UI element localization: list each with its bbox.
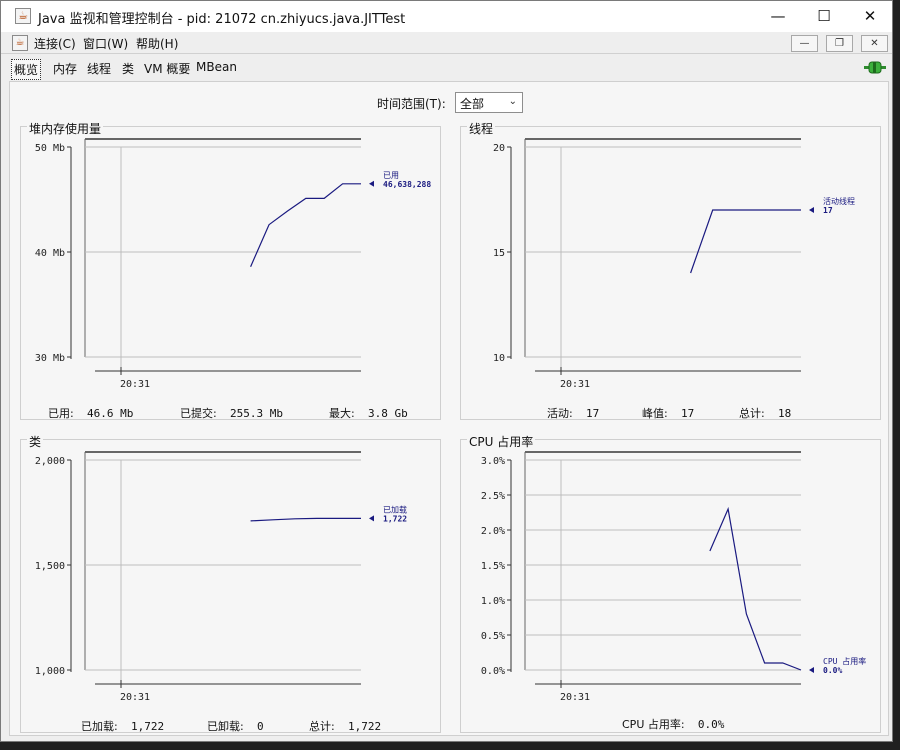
tab-threads[interactable]: 线程 (87, 62, 112, 76)
series-legend-name: 已用 (383, 171, 399, 180)
y-tick-label: 50 Mb (35, 143, 65, 154)
tab-classes[interactable]: 类 (122, 62, 135, 76)
threads-total-stat: 总计: 18 (739, 407, 792, 420)
y-tick-label: 1,500 (35, 561, 65, 572)
classes-loaded-stat: 已加载: 1,722 (81, 720, 165, 733)
heap-max-stat: 最大: 3.8 Gb (329, 407, 408, 420)
cpu-usage-panel: CPU 占用率 0.0% 0.5% 1.0% 1.5% 2.0% 2.5% 3.0% 20:3… (460, 433, 881, 733)
y-tick-label: 1.5% (481, 561, 505, 572)
menu-connect[interactable]: 连接(C) (34, 37, 76, 51)
menu-help[interactable]: 帮助(H) (136, 37, 179, 51)
classes-panel: 类 1,000 1,500 2,000 20:31 已加载 1,722 已加载: 1,72… (20, 433, 441, 733)
series-line (250, 183, 361, 267)
cpu-usage-stat: CPU 占用率: 0.0% (622, 718, 725, 731)
java-cup-icon: ☕ (15, 8, 31, 24)
y-tick-label: 3.0% (481, 456, 505, 467)
heap-used-stat: 已用: 46.6 Mb (48, 407, 134, 420)
series-legend-value: 46,638,288 (383, 180, 431, 189)
y-tick-label: 0.0% (481, 666, 505, 677)
time-range-value: 全部 (460, 97, 485, 111)
java-cup-icon[interactable]: ☕ (12, 35, 28, 51)
panel-title: 线程 (467, 120, 496, 137)
internal-close-button[interactable]: ✕ (861, 35, 888, 52)
series-marker (809, 667, 814, 673)
tab-overview[interactable]: 概览 (11, 59, 42, 80)
x-tick-label: 20:31 (560, 379, 590, 390)
threads-panel: 线程 10 15 20 20:31 活动线程 17 活动: 17 峰值: 17 总计: 1… (460, 120, 881, 420)
panel-title: CPU 占用率 (467, 433, 536, 450)
maximize-button[interactable]: ☐ (817, 7, 831, 25)
y-tick-label: 1,000 (35, 666, 65, 677)
series-legend-name: CPU 占用率 (823, 656, 866, 666)
menu-window[interactable]: 窗口(W) (83, 37, 129, 51)
time-range-select[interactable]: 全部 ⌄ (455, 92, 523, 113)
y-tick-label: 10 (493, 353, 505, 364)
heap-committed-stat: 已提交: 255.3 Mb (180, 407, 283, 420)
series-line (690, 209, 801, 274)
series-legend-value: 1,722 (383, 514, 407, 523)
title-bar[interactable]: ☕ Java 监视和管理控制台 - pid: 21072 cn.zhiyucs.… (1, 1, 892, 32)
y-tick-label: 40 Mb (35, 248, 65, 259)
series-legend-value: 0.0% (823, 666, 842, 675)
panel-title: 堆内存使用量 (27, 120, 104, 137)
time-range-label: 时间范围(T): (377, 97, 446, 111)
minimize-button[interactable]: — (770, 7, 786, 25)
internal-minimize-button[interactable]: — (791, 35, 818, 52)
classes-unloaded-stat: 已卸载: 0 (207, 720, 264, 733)
cpu-usage-chart: 0.0% 0.5% 1.0% 1.5% 2.0% 2.5% 3.0% 20:31 CPU 占用率… (481, 451, 866, 703)
y-tick-label: 2.5% (481, 491, 505, 502)
series-marker (369, 515, 374, 522)
connection-status-icon (864, 61, 886, 74)
y-tick-label: 1.0% (481, 596, 505, 607)
chevron-down-icon: ⌄ (508, 96, 517, 107)
series-legend-value: 17 (823, 206, 833, 215)
threads-live-stat: 活动: 17 (547, 407, 600, 420)
y-tick-label: 15 (493, 248, 505, 259)
y-tick-label: 0.5% (481, 631, 505, 642)
series-line (250, 517, 361, 522)
overview-content: 时间范围(T): 全部 ⌄ 堆内存使用量 30 Mb 40 Mb 50 Mb 20:3… (9, 81, 889, 736)
tab-bar: 概览 内存 线程 类 VM 概要 MBean (7, 57, 887, 80)
series-legend-name: 已加载 (383, 504, 407, 514)
close-button[interactable]: ✕ (863, 7, 877, 25)
x-tick-label: 20:31 (120, 379, 150, 390)
series-marker (809, 207, 814, 213)
tab-vm-summary[interactable]: VM 概要 (144, 62, 191, 76)
threads-peak-stat: 峰值: 17 (642, 407, 695, 420)
y-tick-label: 2.0% (481, 526, 505, 537)
tab-mbean[interactable]: MBean (196, 60, 237, 74)
classes-total-stat: 总计: 1,722 (309, 720, 382, 733)
internal-restore-button[interactable]: ❐ (826, 35, 853, 52)
x-tick-label: 20:31 (560, 692, 590, 703)
series-legend-name: 活动线程 (823, 196, 855, 206)
tab-memory[interactable]: 内存 (53, 62, 78, 76)
window-title: Java 监视和管理控制台 - pid: 21072 cn.zhiyucs.ja… (38, 12, 406, 27)
heap-memory-panel: 堆内存使用量 30 Mb 40 Mb 50 Mb 20:31 已用 46,638,288 … (20, 120, 441, 420)
series-line (709, 506, 802, 671)
series-marker (369, 180, 374, 187)
x-tick-label: 20:31 (120, 692, 150, 703)
y-tick-label: 2,000 (35, 456, 65, 467)
menu-bar: ☕ 连接(C) 窗口(W) 帮助(H) — ❐ ✕ (1, 32, 892, 54)
y-tick-label: 20 (493, 143, 505, 154)
panel-title: 类 (27, 433, 44, 450)
y-tick-label: 30 Mb (35, 353, 65, 364)
